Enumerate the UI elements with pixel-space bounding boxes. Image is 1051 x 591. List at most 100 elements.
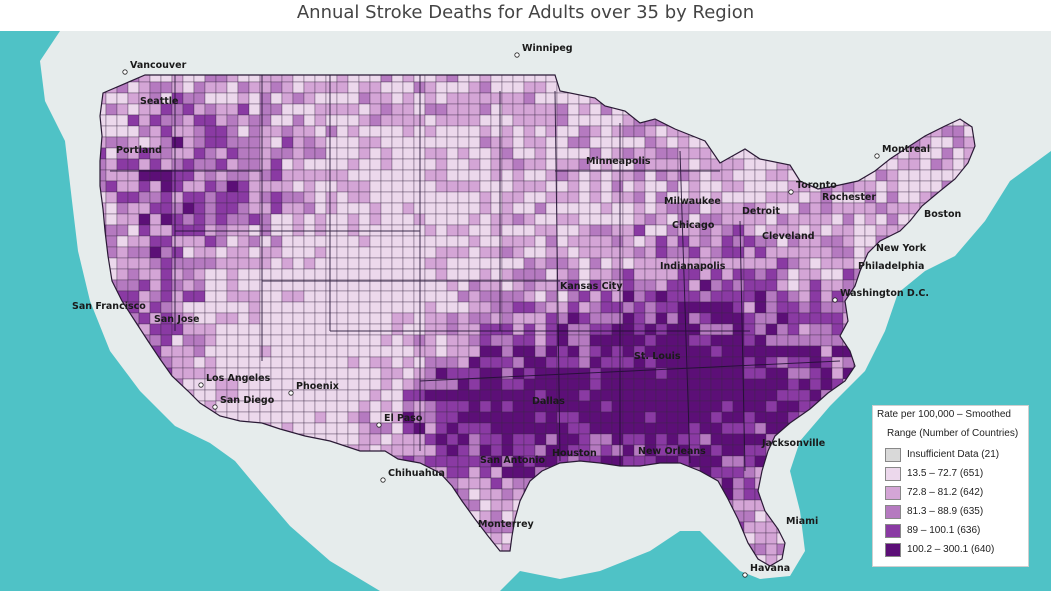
county-cell <box>578 125 591 138</box>
county-cell <box>358 136 371 149</box>
county-cell <box>501 279 514 292</box>
county-cell <box>226 136 239 149</box>
county-cell <box>523 301 536 314</box>
county-cell <box>578 246 591 259</box>
county-cell <box>215 235 228 248</box>
county-cell <box>501 356 514 369</box>
county-cell <box>446 323 459 336</box>
county-cell <box>765 334 778 347</box>
county-cell <box>523 224 536 237</box>
county-cell <box>886 202 899 215</box>
city-label: Kansas City <box>560 281 623 292</box>
county-cell <box>666 433 679 446</box>
county-cell <box>204 268 217 281</box>
county-cell <box>743 334 756 347</box>
county-cell <box>743 499 756 512</box>
county-cell <box>534 345 547 358</box>
county-cell <box>765 532 778 545</box>
county-cell <box>941 136 954 149</box>
county-cell <box>622 268 635 281</box>
county-cell <box>732 169 745 182</box>
county-cell <box>622 400 635 413</box>
county-cell <box>105 125 118 138</box>
county-cell <box>545 224 558 237</box>
county-cell <box>446 158 459 171</box>
county-cell <box>600 114 613 127</box>
county-cell <box>721 290 734 303</box>
county-cell <box>402 444 415 457</box>
county-cell <box>424 433 437 446</box>
county-cell <box>644 180 657 193</box>
county-cell <box>864 202 877 215</box>
county-cell <box>435 411 448 424</box>
county-cell <box>578 433 591 446</box>
county-cell <box>941 158 954 171</box>
county-cell <box>578 378 591 391</box>
county-cell <box>512 235 525 248</box>
county-cell <box>479 323 492 336</box>
county-cell <box>160 235 173 248</box>
county-cell <box>490 422 503 435</box>
county-cell <box>567 345 580 358</box>
legend-label: 89 – 100.1 (636) <box>907 525 981 536</box>
county-cell <box>567 323 580 336</box>
county-cell <box>391 202 404 215</box>
city-dot-icon <box>212 404 218 410</box>
county-cell <box>292 114 305 127</box>
county-cell <box>512 224 525 237</box>
county-cell <box>182 147 195 160</box>
county-cell <box>435 400 448 413</box>
county-cell <box>281 356 294 369</box>
county-cell <box>479 158 492 171</box>
county-cell <box>281 378 294 391</box>
county-cell <box>677 323 690 336</box>
county-cell <box>743 367 756 380</box>
county-cell <box>743 400 756 413</box>
county-cell <box>941 169 954 182</box>
county-cell <box>215 169 228 182</box>
county-cell <box>721 455 734 468</box>
county-cell <box>633 400 646 413</box>
city-label: Phoenix <box>296 381 339 392</box>
county-cell <box>787 356 800 369</box>
county-cell <box>336 356 349 369</box>
county-cell <box>138 279 151 292</box>
county-cell <box>523 191 536 204</box>
city-label: Indianapolis <box>660 261 726 272</box>
city-marker: Monterrey <box>478 519 535 530</box>
county-cell <box>182 191 195 204</box>
county-cell <box>512 279 525 292</box>
county-cell <box>545 312 558 325</box>
county-cell <box>512 378 525 391</box>
county-cell <box>325 147 338 160</box>
county-cell <box>336 191 349 204</box>
county-cell <box>270 268 283 281</box>
county-cell <box>732 422 745 435</box>
county-cell <box>534 114 547 127</box>
county-cell <box>402 191 415 204</box>
county-cell <box>864 224 877 237</box>
county-cell <box>732 400 745 413</box>
county-cell <box>402 323 415 336</box>
county-cell <box>402 169 415 182</box>
county-cell <box>512 158 525 171</box>
county-cell <box>226 92 239 105</box>
county-cell <box>281 323 294 336</box>
county-cell <box>281 81 294 94</box>
county-cell <box>303 367 316 380</box>
choropleth-map[interactable]: Vancouver Winnipeg Seattle Portland Montreal… <box>0 31 1051 591</box>
county-cell <box>523 125 536 138</box>
county-cell <box>226 345 239 358</box>
county-cell <box>556 136 569 149</box>
city-label: Portland <box>116 145 162 156</box>
county-cell <box>292 169 305 182</box>
county-cell <box>589 268 602 281</box>
county-cell <box>567 103 580 116</box>
county-cell <box>336 268 349 281</box>
county-cell <box>347 411 360 424</box>
county-cell <box>215 257 228 270</box>
county-cell <box>446 147 459 160</box>
county-cell <box>369 92 382 105</box>
county-cell <box>314 235 327 248</box>
county-cell <box>160 180 173 193</box>
